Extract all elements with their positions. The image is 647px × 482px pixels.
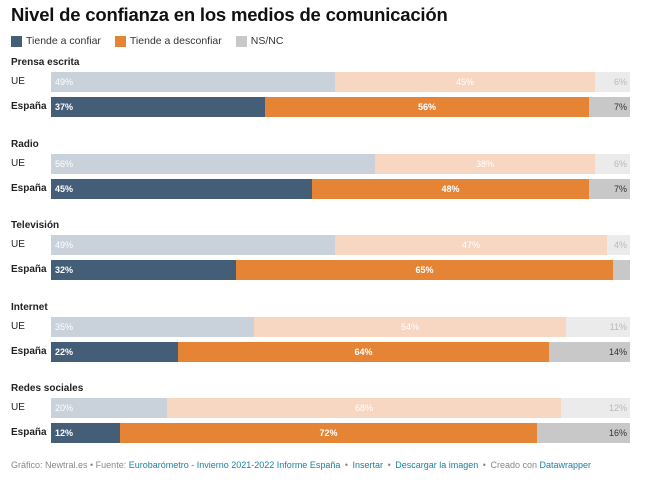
- bar-row-redes-sociales-espana: 12% 72% 16%: [51, 423, 630, 443]
- bar-segment-confiar: 37%: [51, 97, 265, 117]
- legend-item-desconfiar: Tiende a desconfiar: [114, 35, 222, 47]
- bar-segment-confiar: 35%: [51, 317, 254, 337]
- row-label-ue: UE: [11, 321, 25, 332]
- footer-download-link[interactable]: Descargar la imagen: [395, 460, 479, 470]
- bar-segment-nsnc: [613, 260, 630, 280]
- bar-segment-nsnc: 7%: [589, 179, 630, 199]
- bar-segment-desconfiar: 54%: [254, 317, 566, 337]
- row-label-espana: España: [11, 427, 47, 438]
- footer-separator: •: [387, 460, 391, 470]
- bar-segment-confiar: 20%: [51, 398, 167, 418]
- legend-label-nsnc: NS/NC: [250, 35, 284, 47]
- bar-row-redes-sociales-ue: 20% 68% 12%: [51, 398, 630, 418]
- footer-prefix: Gráfico: Newtral.es • Fuente:: [11, 460, 127, 470]
- footer-source-link[interactable]: Eurobarómetro - Invierno 2021-2022 Infor…: [128, 460, 341, 470]
- bar-segment-desconfiar: 64%: [178, 342, 549, 362]
- legend-item-confiar: Tiende a confiar: [11, 35, 101, 47]
- bar-segment-desconfiar: 68%: [167, 398, 561, 418]
- bar-segment-nsnc: 6%: [595, 154, 630, 174]
- row-label-ue: UE: [11, 76, 25, 87]
- group-label-radio: Radio: [11, 139, 39, 150]
- legend-label-desconfiar: Tiende a desconfiar: [129, 35, 222, 47]
- bar-segment-desconfiar: 45%: [335, 72, 595, 92]
- bar-row-television-espana: 32% 65%: [51, 260, 630, 280]
- bar-segment-confiar: 56%: [51, 154, 375, 174]
- group-label-television: Televisión: [11, 220, 60, 231]
- row-label-ue: UE: [11, 239, 25, 250]
- bar-segment-confiar: 32%: [51, 260, 236, 280]
- group-label-internet: Internet: [11, 302, 48, 313]
- bar-segment-confiar: 49%: [51, 235, 335, 255]
- legend-label-confiar: Tiende a confiar: [26, 35, 101, 47]
- bar-segment-nsnc: 4%: [607, 235, 630, 255]
- bar-segment-desconfiar: 48%: [312, 179, 589, 199]
- legend-item-nsnc: NS/NC: [235, 35, 284, 47]
- row-label-espana: España: [11, 183, 47, 194]
- bar-segment-nsnc: 12%: [561, 398, 630, 418]
- footer-separator: •: [482, 460, 486, 470]
- chart-title: Nivel de confianza en los medios de comu…: [11, 4, 448, 25]
- bar-segment-desconfiar: 56%: [265, 97, 589, 117]
- bar-row-radio-ue: 56% 38% 6%: [51, 154, 630, 174]
- bar-row-prensa-escrita-ue: 49% 45% 6%: [51, 72, 630, 92]
- bar-segment-confiar: 22%: [51, 342, 178, 362]
- legend-swatch-nsnc: [235, 35, 247, 47]
- footer-insert-link[interactable]: Insertar: [352, 460, 384, 470]
- group-label-prensa-escrita: Prensa escrita: [11, 57, 80, 68]
- bar-segment-desconfiar: 47%: [335, 235, 607, 255]
- bar-segment-desconfiar: 72%: [120, 423, 537, 443]
- bar-row-radio-espana: 45% 48% 7%: [51, 179, 630, 199]
- group-label-redes-sociales: Redes sociales: [11, 383, 84, 394]
- bar-segment-nsnc: 11%: [566, 317, 630, 337]
- bar-segment-desconfiar: 65%: [236, 260, 613, 280]
- footer-separator: •: [344, 460, 349, 470]
- legend: Tiende a confiar Tiende a desconfiar NS/…: [11, 35, 297, 47]
- chart-footer: Gráfico: Newtral.es • Fuente: Eurobaróme…: [11, 460, 591, 470]
- bar-segment-nsnc: 16%: [537, 423, 630, 443]
- bar-row-television-ue: 49% 47% 4%: [51, 235, 630, 255]
- bar-segment-nsnc: 7%: [589, 97, 630, 117]
- row-label-ue: UE: [11, 158, 25, 169]
- row-label-espana: España: [11, 346, 47, 357]
- bar-segment-confiar: 49%: [51, 72, 335, 92]
- bar-segment-desconfiar: 38%: [375, 154, 595, 174]
- footer-created-label: Creado con: [490, 460, 537, 470]
- bar-segment-nsnc: 6%: [595, 72, 630, 92]
- bar-row-internet-espana: 22% 64% 14%: [51, 342, 630, 362]
- bar-row-internet-ue: 35% 54% 11%: [51, 317, 630, 337]
- bar-segment-nsnc: 14%: [549, 342, 630, 362]
- bar-row-prensa-escrita-espana: 37% 56% 7%: [51, 97, 630, 117]
- legend-swatch-desconfiar: [114, 35, 126, 47]
- bar-segment-confiar: 45%: [51, 179, 312, 199]
- row-label-ue: UE: [11, 402, 25, 413]
- bar-segment-confiar: 12%: [51, 423, 120, 443]
- footer-tool-link[interactable]: Datawrapper: [539, 460, 592, 470]
- row-label-espana: España: [11, 264, 47, 275]
- legend-swatch-confiar: [11, 35, 22, 47]
- row-label-espana: España: [11, 101, 47, 112]
